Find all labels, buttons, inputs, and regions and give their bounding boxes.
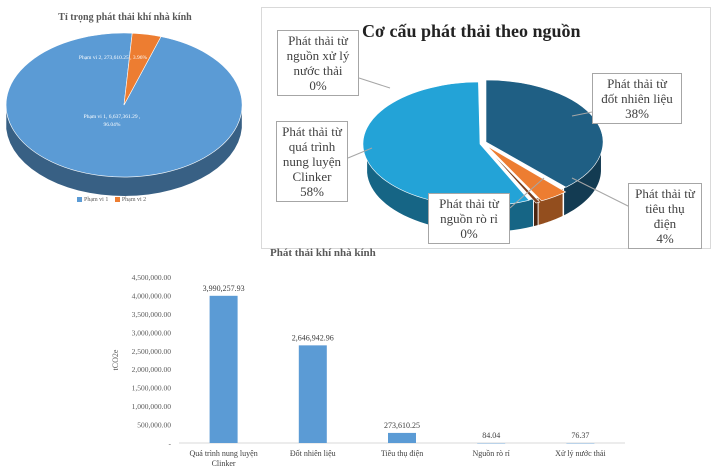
bar-0	[209, 295, 238, 443]
bar-y-tick-label: -	[169, 439, 172, 448]
source-callout-leader-0	[571, 111, 593, 117]
bar-value-label: 273,610.25	[384, 421, 420, 430]
scope-pie-side-0-0	[6, 108, 242, 196]
source-callout-leader-3	[347, 147, 373, 159]
bar-y-tick-label: 2,000,000.00	[132, 365, 172, 374]
source-callout-line: 0%	[460, 226, 478, 241]
bar-y-axis-label: tCO2e	[111, 349, 120, 370]
source-callout-line: 0%	[309, 78, 327, 93]
source-callout-line: 38%	[625, 106, 649, 121]
source-callout-line: Phát thải từ	[288, 33, 348, 48]
bar-2	[388, 432, 416, 443]
bar-y-tick-label: 3,500,000.00	[132, 310, 172, 319]
source-callout-line: Phát thải từ	[439, 196, 499, 211]
bar-y-tick-label: 1,500,000.00	[132, 384, 172, 393]
source-callout-line: 4%	[656, 231, 674, 246]
legend-swatch-scope1	[77, 197, 82, 203]
source-callout-leader-2	[509, 177, 545, 209]
source-callout-line: Clinker	[292, 169, 332, 184]
bar-y-tick-label: 4,500,000.00	[132, 273, 172, 282]
bar-1	[298, 345, 327, 443]
bar-category-label: Tiêu thụ điện	[381, 449, 423, 458]
bar-value-label: 84.04	[482, 431, 500, 440]
bar-chart-svg: - 500,000.00 1,000,000.00 1,500,000.00 2,000…	[111, 273, 625, 468]
source-callout-line: tiêu thụ điện	[645, 201, 685, 231]
source-pie-chart: Cơ cấu phát thải theo nguồn Phát thải từ…	[261, 7, 711, 249]
source-callout-line: Phát thải từ	[607, 76, 667, 91]
source-callout-0: Phát thải từ đốt nhiên liệu 38%	[592, 73, 682, 124]
source-callout-line: nguồn xử lý	[286, 48, 350, 63]
source-pie-title: Cơ cấu phát thải theo nguồn	[362, 21, 581, 41]
bar-category-label: Xử lý nước thải	[555, 449, 606, 458]
source-callout-line: Phát thải từ	[635, 186, 695, 201]
emission-bar-chart: Phát thải khí nhà kính - 500,000.00 1,000,…	[110, 244, 630, 474]
bar-category-label: Nguồn rò rỉ	[473, 449, 511, 458]
source-pie-slice-1	[486, 145, 567, 202]
bar-y-tick-label: 3,000,000.00	[132, 328, 172, 337]
bar-category-label: Quá trình nung luyện	[189, 449, 257, 458]
legend-item-scope1: Phạm vi 1	[84, 197, 109, 203]
source-callout-line: nung luyện	[282, 154, 342, 169]
source-callout-2: Phát thải từ nguồn rò rỉ 0%	[428, 193, 510, 244]
source-pie-slice-2	[485, 146, 541, 204]
source-callout-line: quá trình	[288, 139, 336, 154]
bar-value-label: 76.37	[571, 431, 589, 440]
source-callout-line: nước thải	[293, 63, 343, 78]
bar-value-label: 2,646,942.96	[292, 333, 334, 342]
source-callout-1: Phát thải từ tiêu thụ điện 4%	[628, 183, 702, 249]
bar-y-tick-label: 500,000.00	[137, 421, 171, 430]
scope1-data-label: Phạm vi 1, 6,637,361.29 ,	[84, 114, 141, 120]
source-pie-side-2-0	[534, 198, 538, 227]
legend-swatch-scope2	[114, 197, 120, 203]
legend-item-scope2: Phạm vi 2	[121, 197, 147, 203]
source-pie-svg	[347, 77, 633, 232]
scope1-data-label-pct: 96.04%	[104, 122, 121, 128]
scope2-data-label: Phạm vi 2, 273,610.25 , 3.96%	[79, 55, 148, 61]
bar-category-label: Clinker	[212, 459, 236, 468]
source-callout-line: 58%	[300, 184, 324, 199]
bar-y-tick-label: 4,000,000.00	[132, 291, 172, 300]
source-callout-3: Phát thải từ quá trình nung luyện Clinker 58…	[276, 121, 348, 202]
scope-pie-chart: Tỉ trọng phát thải khí nhà kính Phạm vi …	[0, 0, 255, 250]
source-callout-line: nguồn rò rỉ	[440, 211, 498, 226]
scope-pie-svg: Phạm vi 1, 6,637,361.29 , 96.04% Phạm vi 2…	[5, 32, 243, 196]
scope-pie-slice-1	[123, 32, 162, 106]
scope-pie-legend: Phạm vi 1 Phạm vi 2	[72, 197, 146, 203]
source-callout-leader-4	[358, 77, 391, 89]
bar-value-label: 3,990,257.93	[203, 284, 245, 293]
source-pie-side-0-0	[564, 144, 601, 216]
source-callout-line: đốt nhiên liệu	[601, 91, 673, 106]
bar-category-label: Đốt nhiên liệu	[290, 449, 336, 458]
scope-pie-title: Tỉ trọng phát thải khí nhà kính	[58, 12, 192, 23]
source-callout-leader-1	[571, 177, 633, 209]
bar-y-tick-label: 1,000,000.00	[132, 402, 172, 411]
bar-chart-title: Phát thải khí nhà kính	[270, 247, 376, 259]
bar-y-tick-label: 2,500,000.00	[132, 347, 172, 356]
source-callout-line: Phát thải từ	[282, 124, 342, 139]
source-callout-4: Phát thải từ nguồn xử lý nước thải 0%	[277, 30, 359, 96]
